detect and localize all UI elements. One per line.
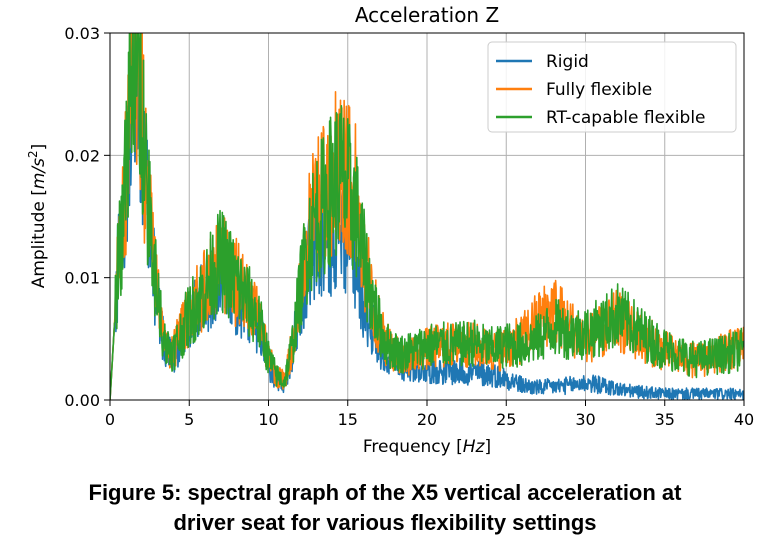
y-axis-label: Amplitude [m/s2]: [26, 144, 49, 289]
x-tick-label: 10: [258, 410, 278, 429]
acceleration-z-chart: Acceleration Z 0 5 10 15 20 25 30 35 400.000.010…: [26, 3, 754, 457]
series-lines: [110, 33, 744, 400]
legend-label: Rigid: [546, 52, 589, 72]
x-tick-label: 25: [496, 410, 516, 429]
caption-line-2: driver seat for various flexibility sett…: [173, 510, 597, 535]
y-tick-label: 0.03: [64, 24, 100, 43]
x-tick-label: 30: [575, 410, 595, 429]
x-tick-label: 0: [105, 410, 115, 429]
x-axis-label: Frequency [Hz]: [363, 437, 491, 457]
x-tick-label: 35: [655, 410, 675, 429]
legend-label: RT-capable flexible: [546, 108, 706, 128]
caption-line-1: Figure 5: spectral graph of the X5 verti…: [88, 480, 682, 505]
x-tick-label: 15: [338, 410, 358, 429]
legend: Rigid Fully flexible RT-capable flexible: [487, 41, 737, 133]
series-line-2: [110, 33, 744, 400]
y-tick-label: 0.02: [64, 146, 100, 165]
x-tick-label: 40: [734, 410, 754, 429]
x-tick-label: 5: [184, 410, 194, 429]
y-tick-label: 0.01: [64, 269, 100, 288]
figure-caption: Figure 5: spectral graph of the X5 verti…: [0, 478, 770, 538]
axis-ticks: 0 5 10 15 20 25 30 35 40 0.00 0.01 0.02 0.03: [64, 24, 754, 429]
chart-title: Acceleration Z: [355, 3, 499, 27]
x-tick-label: 20: [417, 410, 437, 429]
y-tick-label: 0.00: [64, 391, 100, 410]
legend-label: Fully flexible: [546, 80, 652, 100]
legend-box: [487, 41, 737, 133]
